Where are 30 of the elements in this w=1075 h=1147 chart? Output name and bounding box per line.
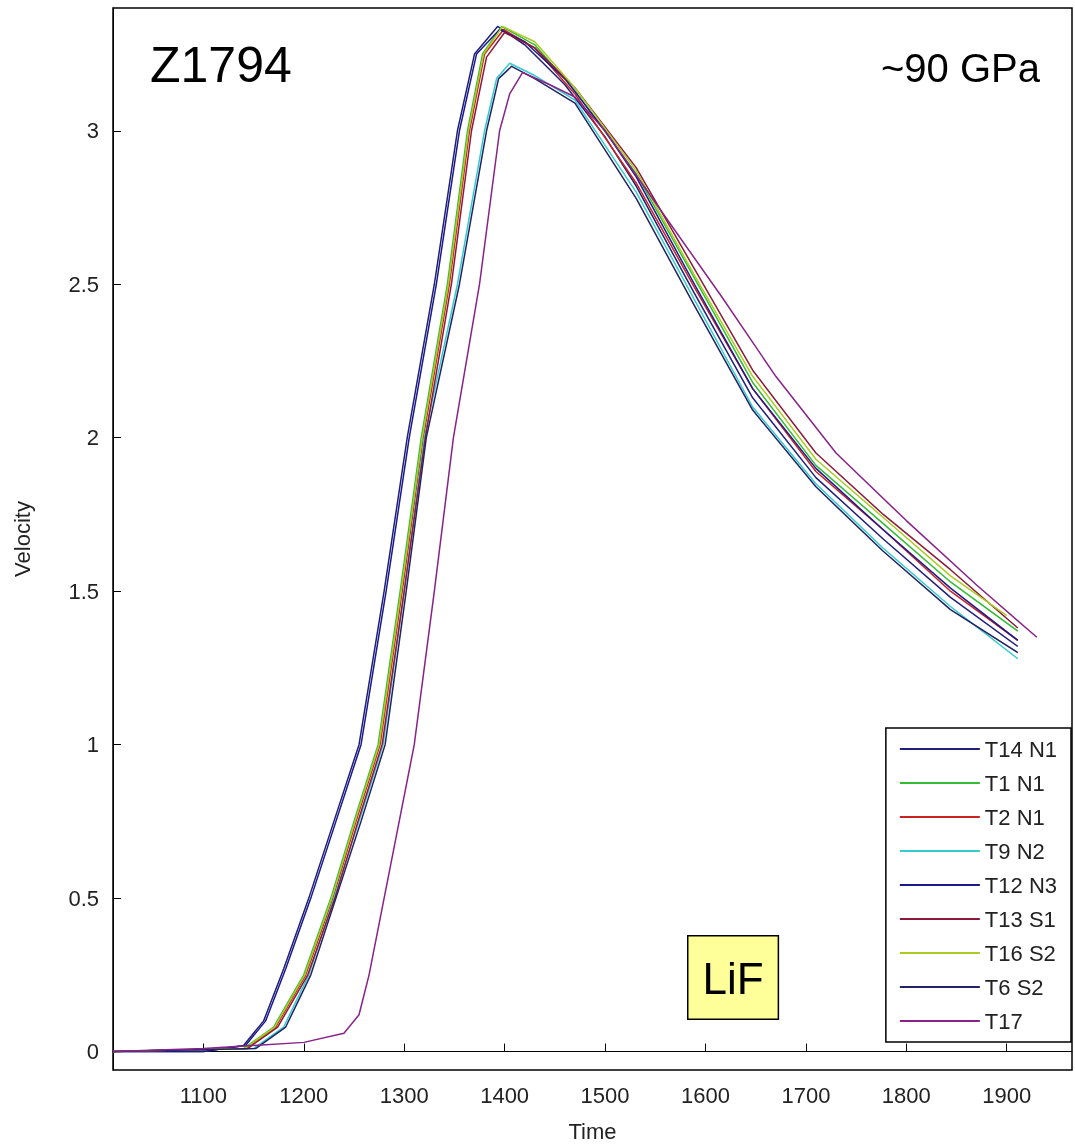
annotation: Z1794 [150, 37, 292, 93]
x-tick-label: 1400 [480, 1082, 530, 1108]
x-tick-label: 1200 [279, 1082, 329, 1108]
y-tick-label: 2 [86, 425, 99, 451]
legend-label: T6 S2 [984, 974, 1044, 1000]
legend-label: T17 [984, 1008, 1023, 1034]
x-tick-label: 1700 [781, 1082, 831, 1108]
y-tick-label: 1.5 [68, 578, 99, 604]
legend-label: T2 N1 [984, 804, 1045, 830]
y-axis-title: Velocity [9, 501, 35, 577]
legend-label: T13 S1 [984, 906, 1056, 932]
x-tick-label: 1100 [179, 1082, 228, 1108]
x-tick-label: 1500 [580, 1082, 630, 1108]
annotation: LiF [702, 954, 764, 1003]
x-axis-title: Time [568, 1118, 617, 1144]
legend-label: T9 N2 [984, 838, 1045, 864]
y-tick-label: 0.5 [68, 885, 99, 911]
y-tick-label: 0 [86, 1039, 99, 1065]
legend-label: T14 N1 [984, 736, 1058, 762]
y-tick-label: 3 [86, 118, 99, 144]
x-tick-label: 1300 [379, 1082, 429, 1108]
x-tick-label: 1600 [680, 1082, 730, 1108]
legend-label: T16 S2 [984, 940, 1056, 966]
y-tick-label: 1 [86, 732, 99, 758]
x-tick-label: 1900 [982, 1082, 1032, 1108]
x-tick-label: 1800 [881, 1082, 931, 1108]
annotation: ~90 GPa [881, 46, 1041, 90]
legend-label: T12 N3 [984, 872, 1058, 898]
y-tick-label: 2.5 [68, 271, 99, 297]
legend-label: T1 N1 [984, 770, 1045, 796]
